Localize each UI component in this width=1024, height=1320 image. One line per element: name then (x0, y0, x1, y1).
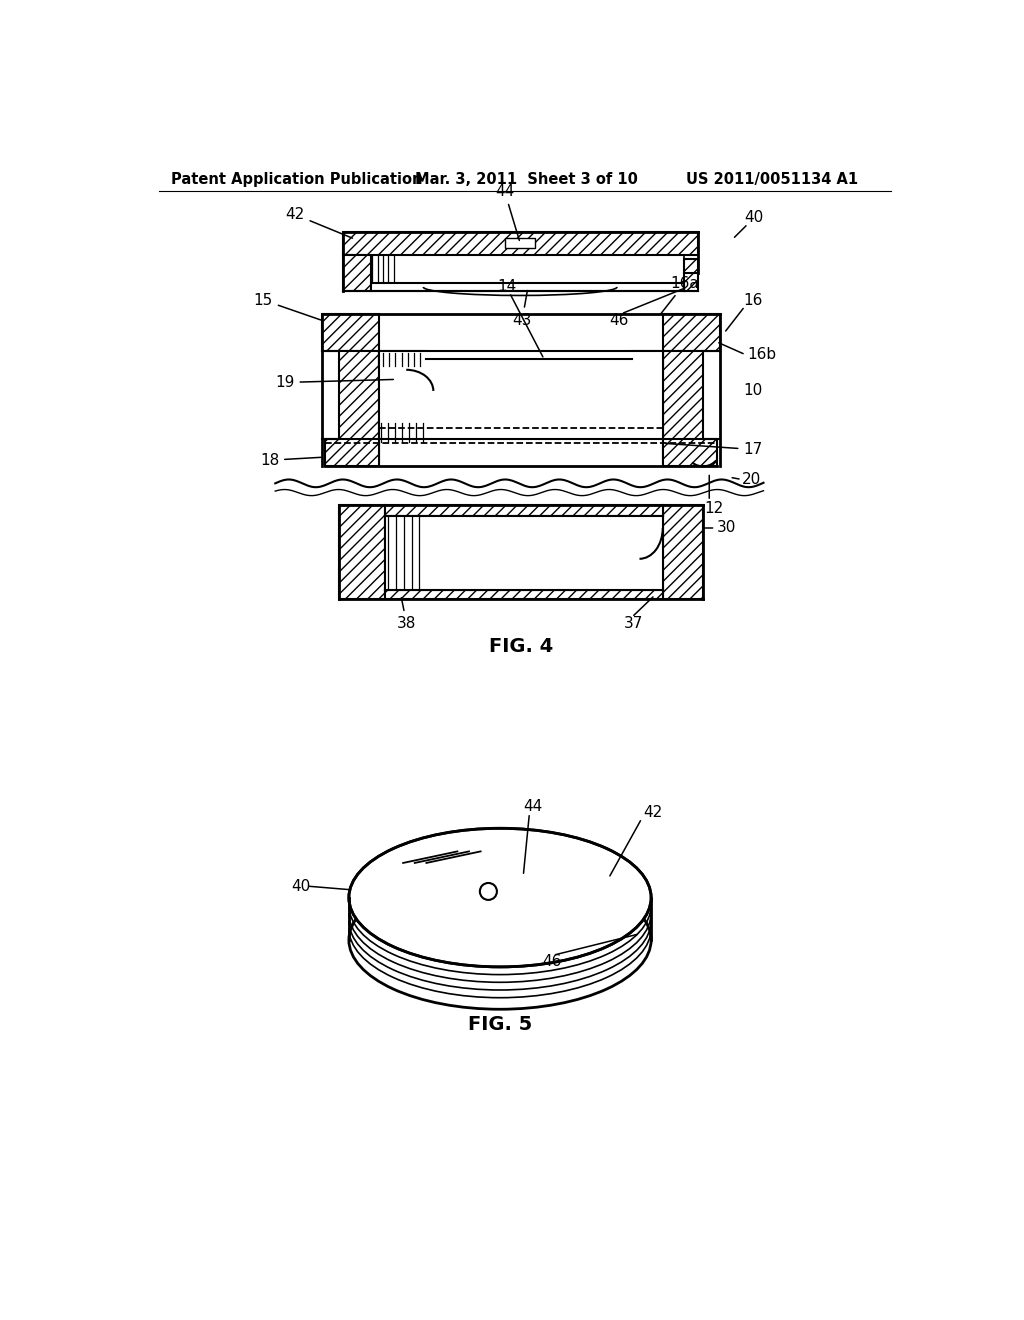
Text: 46: 46 (609, 313, 629, 327)
Text: 42: 42 (286, 207, 352, 238)
Text: 15: 15 (254, 293, 323, 321)
Bar (663, 314, 720, 351)
Text: 16a: 16a (660, 276, 699, 314)
Bar (663, 351, 703, 466)
Text: 10: 10 (743, 383, 763, 397)
Text: 40: 40 (291, 879, 310, 894)
Text: 16: 16 (743, 293, 763, 308)
Text: 30: 30 (717, 520, 736, 536)
Text: Mar. 3, 2011  Sheet 3 of 10: Mar. 3, 2011 Sheet 3 of 10 (415, 172, 638, 186)
Bar (663, 506, 703, 599)
Text: 37: 37 (624, 616, 643, 631)
Bar (343, 231, 697, 255)
Bar (339, 351, 379, 466)
Bar (339, 506, 385, 599)
Text: US 2011/0051134 A1: US 2011/0051134 A1 (686, 172, 858, 186)
Text: 14: 14 (498, 280, 517, 294)
Bar (322, 314, 379, 351)
Text: 16b: 16b (748, 347, 776, 362)
Text: 20: 20 (741, 473, 761, 487)
Text: 38: 38 (397, 598, 417, 631)
Bar (379, 351, 663, 440)
Text: 44: 44 (495, 183, 519, 240)
Text: 42: 42 (643, 805, 663, 821)
Bar (385, 516, 663, 590)
Text: 12: 12 (705, 502, 724, 516)
Ellipse shape (349, 871, 651, 1010)
Text: 43: 43 (512, 290, 531, 327)
Text: FIG. 5: FIG. 5 (468, 1015, 532, 1034)
Text: 19: 19 (275, 375, 393, 389)
Ellipse shape (349, 829, 651, 968)
Text: FIG. 4: FIG. 4 (488, 638, 553, 656)
Text: Patent Application Publication: Patent Application Publication (171, 172, 422, 186)
Bar (385, 506, 663, 516)
Text: 44: 44 (523, 799, 543, 814)
Bar (325, 440, 379, 466)
Text: 46: 46 (543, 954, 562, 969)
Text: 40: 40 (744, 210, 763, 226)
Text: 17: 17 (667, 442, 763, 457)
Bar (343, 255, 371, 290)
Bar (506, 238, 535, 248)
Bar (379, 351, 426, 368)
Bar (663, 440, 717, 466)
Bar (684, 259, 697, 290)
Bar (385, 590, 663, 599)
Text: 18: 18 (260, 453, 322, 467)
Bar (371, 284, 684, 290)
Bar (632, 351, 663, 368)
